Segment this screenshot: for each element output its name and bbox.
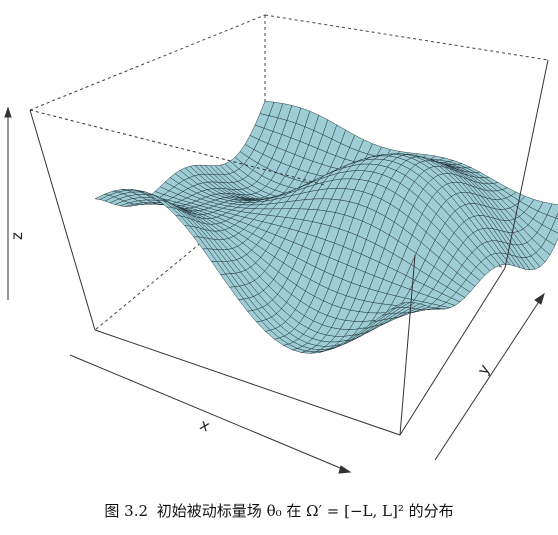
x-axis-label: x xyxy=(197,415,212,435)
z-axis-label: z xyxy=(8,232,26,240)
y-axis-arrow xyxy=(434,299,541,461)
surface-mesh xyxy=(94,100,558,354)
bounding-box-front xyxy=(29,59,549,436)
figure-caption-text: 初始被动标量场 θ₀ 在 Ω′ = [−L, L]² 的分布 xyxy=(156,502,454,520)
figure-caption: 图 3.2 初始被动标量场 θ₀ 在 Ω′ = [−L, L]² 的分布 xyxy=(0,500,558,521)
axis-arrows xyxy=(4,106,545,474)
x-axis-arrow xyxy=(69,354,346,471)
surface-plot: z x y xyxy=(4,14,558,474)
figure-number: 图 3.2 xyxy=(104,502,149,520)
surface-facet xyxy=(390,302,406,310)
